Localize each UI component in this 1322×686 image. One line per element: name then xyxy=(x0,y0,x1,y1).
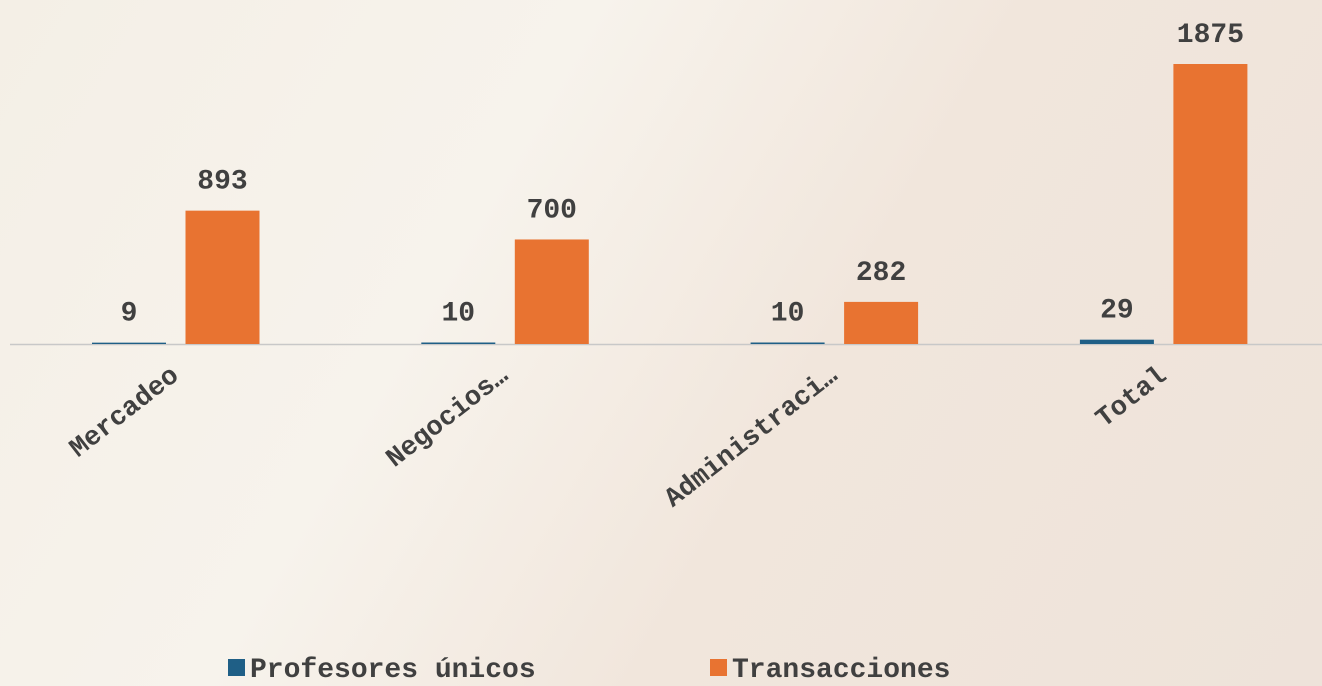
bar xyxy=(1173,64,1247,344)
value-label: 700 xyxy=(527,195,577,226)
bar xyxy=(844,302,918,344)
chart: 9 893 Mercadeo 10 700 Negocios… 10 282 Administr… xyxy=(0,0,1322,686)
bar xyxy=(92,343,166,344)
bar xyxy=(1080,340,1154,344)
bar xyxy=(515,239,589,344)
legend-label: Profesores únicos xyxy=(250,655,536,686)
value-label: 10 xyxy=(441,299,475,330)
bar xyxy=(421,343,495,344)
value-label: 893 xyxy=(197,167,247,198)
legend-swatch xyxy=(228,659,245,676)
legend-label: Transacciones xyxy=(732,655,950,686)
value-label: 1875 xyxy=(1177,20,1244,51)
bar xyxy=(186,211,260,344)
value-label: 282 xyxy=(856,258,906,289)
x-tick-label: Total xyxy=(1091,361,1173,435)
x-tick-label: Administraci… xyxy=(660,361,844,514)
x-tick-label: Mercadeo xyxy=(65,361,186,464)
bar xyxy=(751,343,825,344)
x-tick-label: Negocios… xyxy=(381,361,514,474)
page: 9 893 Mercadeo 10 700 Negocios… 10 282 Administr… xyxy=(0,0,1322,686)
value-label: 10 xyxy=(771,299,805,330)
value-label: 9 xyxy=(121,299,138,330)
value-label: 29 xyxy=(1100,296,1134,327)
legend-swatch xyxy=(710,659,727,676)
